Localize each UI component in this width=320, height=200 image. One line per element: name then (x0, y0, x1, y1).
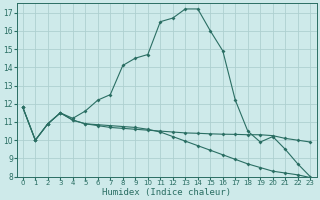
X-axis label: Humidex (Indice chaleur): Humidex (Indice chaleur) (102, 188, 231, 197)
